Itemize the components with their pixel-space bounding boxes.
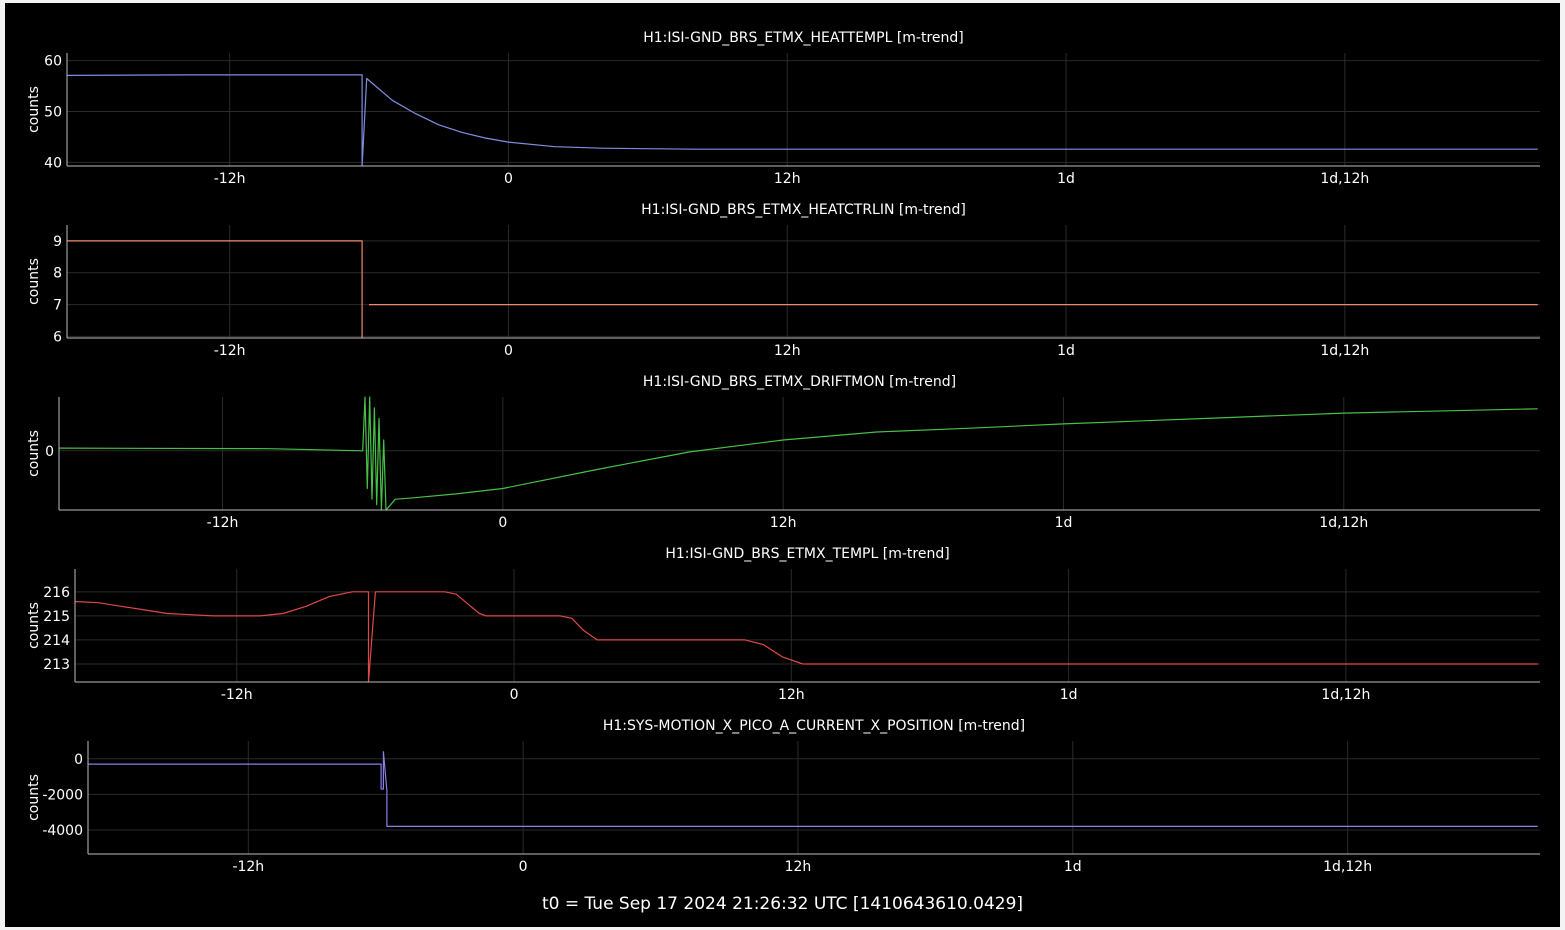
y-axis-label: counts xyxy=(26,258,42,305)
panel-5: -12h 0 12h 1d 1d,12h -4000 -2000 0 H1:SYS-MOTION… xyxy=(26,718,1540,875)
y-tick-label: -4000 xyxy=(42,823,83,839)
y-tick-label: 215 xyxy=(43,609,70,625)
x-tick-label: -12h xyxy=(214,343,246,359)
series-line-1 xyxy=(66,74,1538,167)
plot-window xyxy=(5,3,1560,927)
panel-3: -12h 0 12h 1d 1d,12h 0 H1:ISI-GND_BRS_ETMX_DRI… xyxy=(26,374,1540,531)
y-axis-label: counts xyxy=(26,430,42,477)
y-tick-label: 213 xyxy=(43,657,70,673)
y-tick-label: 60 xyxy=(44,54,62,70)
y-tick-label: 8 xyxy=(53,266,62,282)
x-tick-label: 1d xyxy=(1057,171,1075,187)
chart-title: H1:ISI-GND_BRS_ETMX_HEATCTRLIN [m-trend] xyxy=(641,202,966,218)
series-line-1 xyxy=(67,240,363,338)
x-tick-label: 0 xyxy=(519,859,528,875)
x-tick-label: 0 xyxy=(498,515,507,531)
chart-title: H1:ISI-GND_BRS_ETMX_DRIFTMON [m-trend] xyxy=(643,374,956,390)
x-tick-label: -12h xyxy=(221,687,253,703)
x-tick-label: -12h xyxy=(207,515,239,531)
x-tick-label: 1d,12h xyxy=(1323,859,1372,875)
t0-label: t0 = Tue Sep 17 2024 21:26:32 UTC [14106… xyxy=(541,894,1024,914)
y-axis-label: counts xyxy=(26,602,42,649)
x-tick-label: -12h xyxy=(214,171,246,187)
y-tick-label: 40 xyxy=(44,155,62,171)
y-tick-label: 216 xyxy=(43,585,70,601)
x-tick-label: 1d,12h xyxy=(1321,687,1370,703)
x-tick-label: 1d xyxy=(1060,687,1078,703)
x-tick-label: 12h xyxy=(774,171,801,187)
x-tick-label: 1d xyxy=(1064,859,1082,875)
y-tick-label: 7 xyxy=(53,298,62,314)
y-axis-label: counts xyxy=(26,774,42,821)
series-line-1 xyxy=(74,591,1538,683)
x-tick-label: 12h xyxy=(778,687,805,703)
series-line-1 xyxy=(58,396,1538,511)
y-tick-label: 0 xyxy=(74,752,83,768)
x-tick-label: 1d,12h xyxy=(1320,171,1369,187)
chart-title: H1:ISI-GND_BRS_ETMX_HEATTEMPL [m-trend] xyxy=(643,30,964,46)
y-tick-label: 9 xyxy=(53,234,62,250)
x-tick-label: 1d xyxy=(1055,515,1073,531)
x-tick-label: 1d,12h xyxy=(1319,515,1368,531)
y-tick-label: 6 xyxy=(53,329,62,345)
x-tick-label: 12h xyxy=(770,515,797,531)
x-tick-label: 12h xyxy=(774,343,801,359)
y-axis-label: counts xyxy=(26,86,42,133)
series-line-1 xyxy=(88,751,1538,828)
y-tick-label: 214 xyxy=(43,633,70,649)
x-tick-label: 0 xyxy=(504,171,513,187)
panel-4: -12h 0 12h 1d 1d,12h 213 214 215 216 H1:ISI-GND_B… xyxy=(26,546,1540,703)
chart-title: H1:ISI-GND_BRS_ETMX_TEMPL [m-trend] xyxy=(665,546,949,562)
x-tick-label: 0 xyxy=(504,343,513,359)
x-tick-label: -12h xyxy=(232,859,264,875)
y-tick-label: -2000 xyxy=(42,787,83,803)
panel-1: -12h 0 12h 1d 1d,12h 40 50 60 H1:ISI-GND_BRS_ETM… xyxy=(26,30,1540,187)
y-tick-label: 50 xyxy=(44,105,62,121)
y-tick-label: 0 xyxy=(45,444,54,460)
x-tick-label: 1d,12h xyxy=(1320,343,1369,359)
panel-2: -12h 0 12h 1d 1d,12h 6 7 8 9 H1:ISI-GND_BRS_ETMX_… xyxy=(26,202,1540,359)
x-tick-label: 0 xyxy=(510,687,519,703)
chart-title: H1:SYS-MOTION_X_PICO_A_CURRENT_X_POSITIO… xyxy=(603,718,1025,734)
x-tick-label: 12h xyxy=(785,859,812,875)
x-tick-label: 1d xyxy=(1057,343,1075,359)
